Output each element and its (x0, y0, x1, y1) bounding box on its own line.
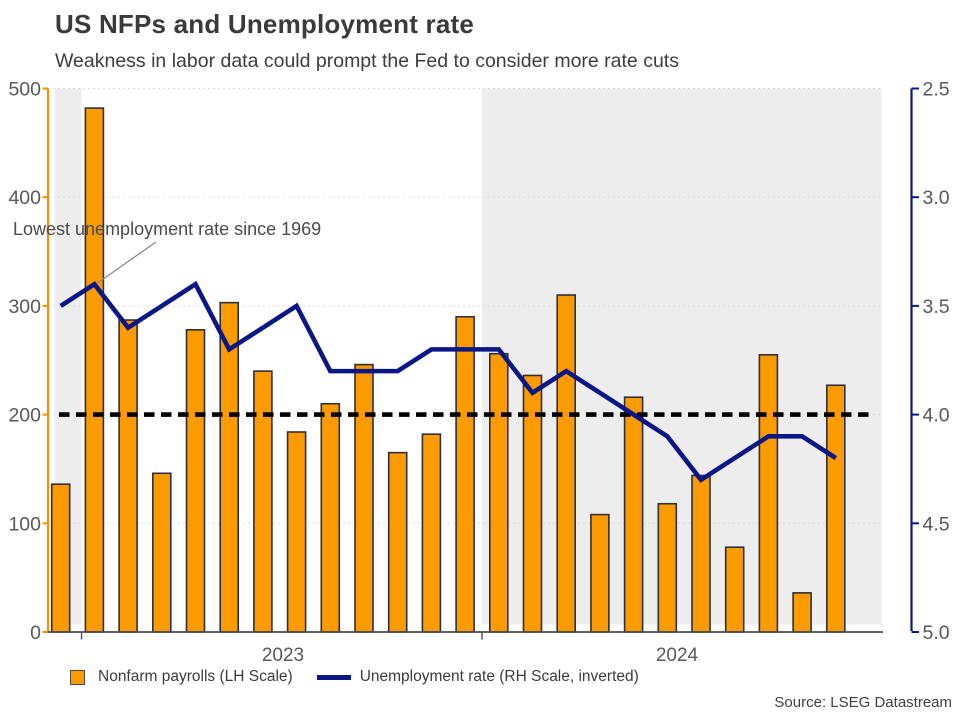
page-subtitle: Weakness in labor data could prompt the … (55, 50, 679, 72)
legend-bar-swatch-icon (70, 669, 85, 685)
nfp-bar (825, 384, 846, 633)
left-axis-label: 100 (8, 513, 41, 535)
nfp-bar (691, 474, 711, 633)
right-axis-label: 4.0 (923, 405, 950, 427)
annotation-label: Lowest unemployment rate since 1969 (13, 219, 322, 239)
nfp-bar (185, 329, 206, 633)
nfp-bar (152, 472, 172, 633)
right-axis-label: 2.5 (923, 79, 950, 101)
nfp-bar (50, 483, 71, 633)
legend-bar-label: Nonfarm payrolls (LH Scale) (98, 668, 293, 685)
legend-line-swatch-icon (316, 674, 351, 680)
nfp-bar (84, 107, 105, 633)
nfp-bar (623, 396, 644, 633)
nfp-bar (354, 363, 374, 633)
legend: Nonfarm payrolls (LH Scale) Unemployment… (70, 668, 639, 686)
left-axis-label: 0 (30, 622, 41, 644)
nfp-bar (320, 402, 341, 633)
left-axis-label: 400 (8, 187, 41, 209)
nfp-bar (253, 370, 273, 633)
left-axis-label: 200 (8, 405, 41, 427)
nfp-bar (455, 315, 475, 633)
unemployment-line (59, 280, 838, 483)
nfp-bar (792, 592, 812, 633)
right-axis-label: 3.5 (923, 296, 950, 318)
annotation-pointer-line (97, 241, 157, 284)
x-axis-year-label: 2023 (262, 645, 304, 666)
nfp-bar (758, 354, 779, 633)
nfp-bar (421, 433, 442, 633)
nfp-bar (387, 451, 408, 633)
right-axis-label: 4.5 (923, 513, 950, 535)
nfp-bar (488, 352, 509, 633)
page-title: US NFPs and Unemployment rate (55, 9, 474, 39)
left-axis-label: 300 (8, 296, 41, 318)
source-credit: Source: LSEG Datastream (774, 694, 952, 711)
nfp-bar (590, 513, 610, 633)
nfp-bar (286, 431, 307, 633)
nfp-bar (118, 319, 138, 633)
legend-line-label: Unemployment rate (RH Scale, inverted) (359, 668, 639, 685)
right-axis-label: 3.0 (923, 187, 950, 209)
nfp-bar (657, 502, 678, 633)
left-axis-label: 500 (8, 79, 41, 101)
year-band-2024 (481, 88, 882, 625)
x-axis-year-label: 2024 (656, 645, 699, 666)
nfp-bar (724, 546, 745, 633)
chart-canvas: 0 100 200 300 400 500 2.5 3.0 3.5 4.0 4.5 5.0 2023 20… (8, 79, 950, 667)
nfp-bar (556, 294, 577, 633)
right-axis-label: 5.0 (923, 622, 950, 644)
